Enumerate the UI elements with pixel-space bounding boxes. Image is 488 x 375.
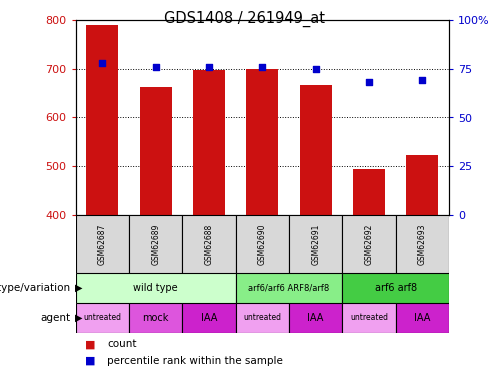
Bar <box>86 25 118 215</box>
Text: IAA: IAA <box>414 313 430 323</box>
Bar <box>246 69 278 215</box>
Text: GSM62690: GSM62690 <box>258 223 267 265</box>
Text: percentile rank within the sample: percentile rank within the sample <box>107 356 283 366</box>
Bar <box>300 85 332 215</box>
Bar <box>342 273 449 303</box>
Text: mock: mock <box>142 313 169 323</box>
Bar <box>140 87 172 215</box>
Point <box>418 78 426 84</box>
Point <box>259 64 266 70</box>
Text: untreated: untreated <box>350 314 388 322</box>
Bar <box>289 215 342 273</box>
Bar <box>76 273 236 303</box>
Bar <box>193 70 225 215</box>
Text: ▶: ▶ <box>75 313 82 323</box>
Point <box>99 60 106 66</box>
Bar <box>183 303 236 333</box>
Text: GSM62691: GSM62691 <box>311 224 320 265</box>
Text: wild type: wild type <box>133 283 178 293</box>
Text: IAA: IAA <box>201 313 217 323</box>
Bar <box>236 273 342 303</box>
Text: GSM62688: GSM62688 <box>204 224 213 265</box>
Text: GDS1408 / 261949_at: GDS1408 / 261949_at <box>163 11 325 27</box>
Point <box>365 80 373 86</box>
Text: ■: ■ <box>85 339 96 349</box>
Bar <box>396 215 449 273</box>
Text: arf6/arf6 ARF8/arf8: arf6/arf6 ARF8/arf8 <box>248 284 329 292</box>
Bar <box>342 215 396 273</box>
Point <box>205 64 213 70</box>
Text: GSM62693: GSM62693 <box>418 223 427 265</box>
Bar <box>342 303 396 333</box>
Bar <box>396 303 449 333</box>
Text: IAA: IAA <box>307 313 324 323</box>
Bar <box>407 155 438 215</box>
Text: ▶: ▶ <box>75 283 82 293</box>
Bar <box>353 169 385 215</box>
Text: GSM62692: GSM62692 <box>365 224 373 265</box>
Bar <box>76 303 129 333</box>
Bar <box>236 215 289 273</box>
Text: arf6 arf8: arf6 arf8 <box>375 283 417 293</box>
Bar <box>129 303 183 333</box>
Bar <box>183 215 236 273</box>
Text: GSM62687: GSM62687 <box>98 224 107 265</box>
Point <box>152 64 160 70</box>
Bar <box>76 215 129 273</box>
Text: genotype/variation: genotype/variation <box>0 283 71 293</box>
Bar <box>236 303 289 333</box>
Bar <box>129 215 183 273</box>
Text: untreated: untreated <box>83 314 122 322</box>
Text: untreated: untreated <box>244 314 281 322</box>
Text: ■: ■ <box>85 356 96 366</box>
Text: GSM62689: GSM62689 <box>151 224 160 265</box>
Text: count: count <box>107 339 137 349</box>
Point <box>312 66 320 72</box>
Bar <box>289 303 342 333</box>
Text: agent: agent <box>41 313 71 323</box>
